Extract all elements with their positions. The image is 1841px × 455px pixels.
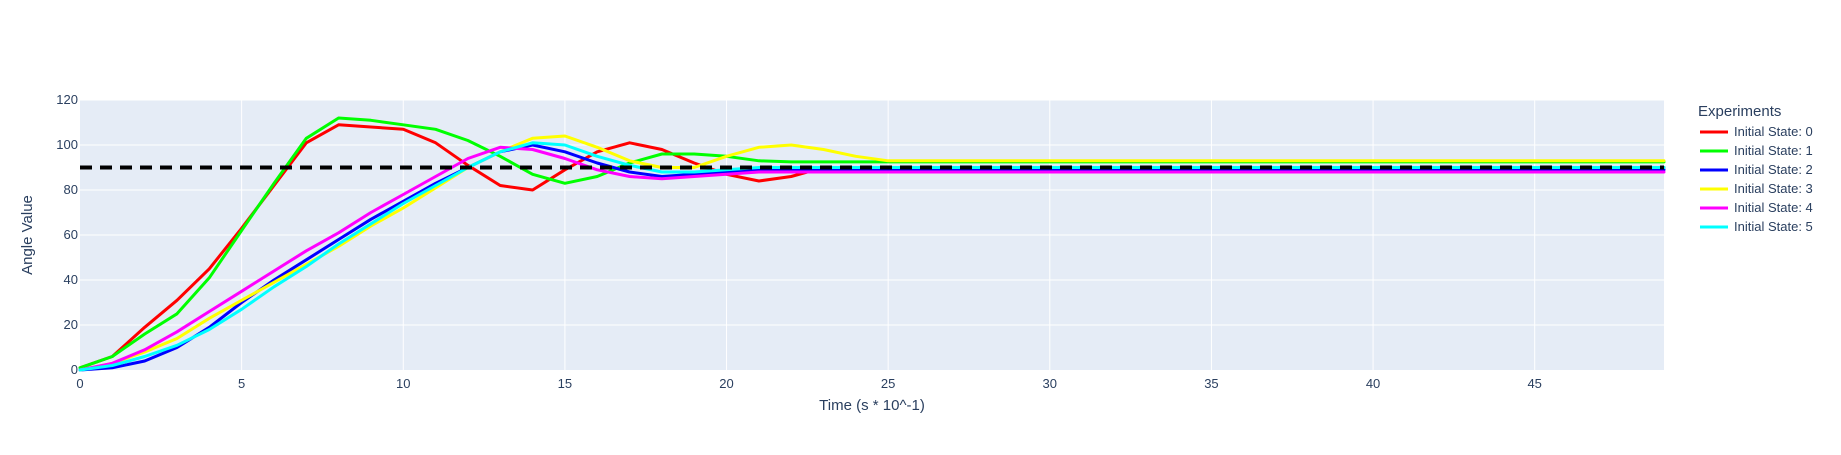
y-tick-label: 40: [64, 272, 78, 287]
x-tick-label: 5: [238, 376, 245, 391]
y-axis-title: Angle Value: [19, 195, 36, 275]
legend-item-0[interactable]: Initial State: 0: [1700, 124, 1813, 139]
y-axis-ticks: 0 20 40 60 80 100 120: [56, 92, 78, 377]
y-tick-label: 0: [71, 362, 78, 377]
x-tick-label: 40: [1366, 376, 1380, 391]
y-tick-label: 120: [56, 92, 78, 107]
x-axis-title: Time (s * 10^-1): [819, 397, 925, 414]
legend-label: Initial State: 2: [1734, 162, 1813, 177]
legend-label: Initial State: 1: [1734, 143, 1813, 158]
legend-item-1[interactable]: Initial State: 1: [1700, 143, 1813, 158]
legend-item-3[interactable]: Initial State: 3: [1700, 181, 1813, 196]
legend-item-2[interactable]: Initial State: 2: [1700, 162, 1813, 177]
legend-item-5[interactable]: Initial State: 5: [1700, 219, 1813, 234]
legend-items[interactable]: Initial State: 0 Initial State: 1 Initial …: [1700, 124, 1813, 234]
series-line-3[interactable]: [78, 134, 1666, 372]
x-tick-label: 0: [76, 376, 83, 391]
legend-title: Experiments: [1698, 103, 1781, 120]
y-tick-label: 100: [56, 137, 78, 152]
series-line-2[interactable]: [78, 143, 1666, 372]
legend-label: Initial State: 5: [1734, 219, 1813, 234]
x-tick-label: 15: [558, 376, 572, 391]
y-tick-label: 60: [64, 227, 78, 242]
x-tick-label: 45: [1527, 376, 1541, 391]
x-tick-label: 25: [881, 376, 895, 391]
x-axis-ticks: 0 5 10 15 20 25 30 35 40 45: [76, 376, 1542, 391]
y-tick-label: 20: [64, 317, 78, 332]
x-tick-label: 10: [396, 376, 410, 391]
x-tick-label: 35: [1204, 376, 1218, 391]
legend-item-4[interactable]: Initial State: 4: [1700, 200, 1813, 215]
legend-label: Initial State: 4: [1734, 200, 1813, 215]
x-tick-label: 30: [1043, 376, 1057, 391]
legend-label: Initial State: 3: [1734, 181, 1813, 196]
series-line-4[interactable]: [78, 145, 1666, 372]
y-tick-label: 80: [64, 182, 78, 197]
x-tick-label: 20: [719, 376, 733, 391]
legend-label: Initial State: 0: [1734, 124, 1813, 139]
